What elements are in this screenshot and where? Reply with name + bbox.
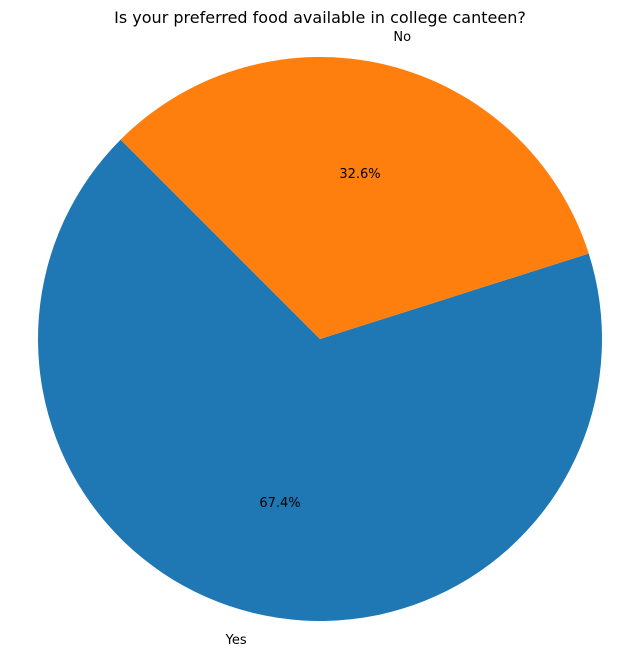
slice-label-no: No: [393, 30, 411, 45]
slice-label-yes: Yes: [225, 633, 247, 648]
pie-slices: [38, 57, 603, 621]
pie-slice-yes: [38, 139, 603, 621]
pie-labels: Yes 67.4% No 32.6%: [225, 30, 411, 648]
slice-percent-yes: 67.4%: [259, 496, 300, 511]
chart-title: Is your preferred food available in coll…: [114, 8, 526, 27]
slice-percent-no: 32.6%: [339, 167, 380, 182]
pie-slice-no: [120, 57, 589, 339]
